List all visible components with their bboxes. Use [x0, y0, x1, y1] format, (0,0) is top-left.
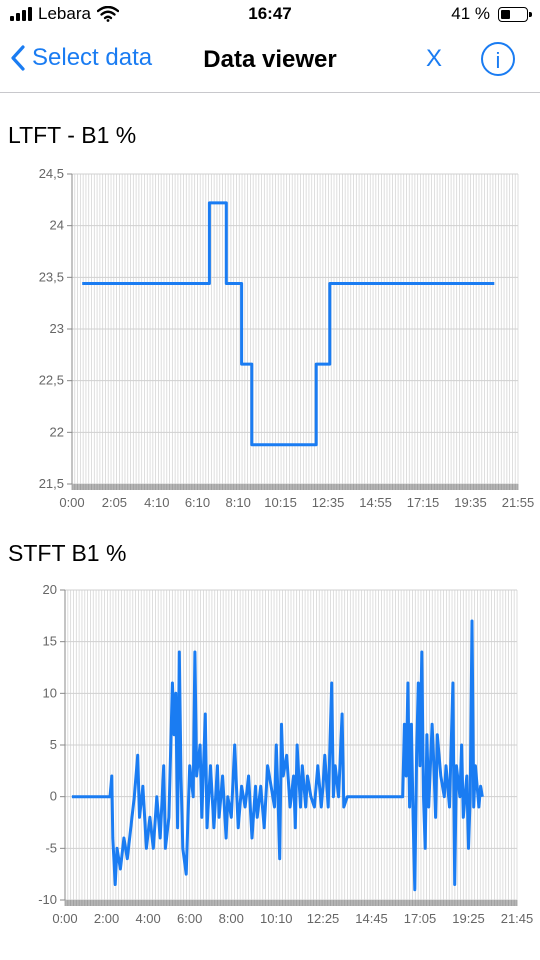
back-button[interactable]: Select data [10, 44, 152, 72]
x-tick-label: 0:00 [59, 495, 84, 510]
info-icon: i [495, 48, 501, 73]
status-time: 16:47 [248, 4, 292, 23]
x-tick-label: 14:45 [355, 911, 388, 926]
status-bar: Lebara 16:47 41 % [0, 0, 540, 30]
status-left: Lebara [10, 4, 119, 24]
signal-icon [10, 7, 32, 21]
x-tick-label: 17:05 [404, 911, 437, 926]
x-tick-label: 12:25 [307, 911, 340, 926]
y-tick-label: 23,5 [39, 269, 64, 284]
close-button[interactable]: X [426, 45, 443, 72]
y-tick-label: 5 [50, 737, 57, 752]
y-tick-label: 15 [43, 634, 57, 649]
x-tick-label: 4:00 [135, 911, 160, 926]
back-button-label: Select data [32, 44, 153, 71]
y-tick-label: 22 [50, 424, 64, 439]
y-tick-label: 10 [43, 685, 57, 700]
x-tick-label: 14:55 [359, 495, 392, 510]
chevron-left-icon [11, 45, 25, 71]
y-tick-label: 20 [43, 582, 57, 597]
x-tick-label: 10:10 [260, 911, 293, 926]
ltft-chart[interactable]: 21,5 22 22,5 23 23,5 24 24,5 0:00 2:05 4:10 6:10 8:… [0, 160, 540, 522]
x-tick-label: 2:00 [94, 911, 119, 926]
x-tick-label: 10:15 [264, 495, 297, 510]
y-tick-label: 23 [50, 321, 64, 336]
x-tick-label: 17:15 [407, 495, 440, 510]
x-tick-label: 21:55 [502, 495, 535, 510]
x-tick-label: 6:00 [177, 911, 202, 926]
y-tick-label: 24,5 [39, 166, 64, 181]
x-tick-label: 8:00 [219, 911, 244, 926]
battery-icon [498, 6, 532, 22]
series-line [71, 619, 484, 892]
x-tick-label: 19:35 [454, 495, 487, 510]
info-button[interactable]: i [481, 42, 515, 76]
y-tick-label: 22,5 [39, 373, 64, 388]
x-tick-label: 6:10 [185, 495, 210, 510]
x-tick-label: 12:35 [312, 495, 345, 510]
y-tick-label: 21,5 [39, 476, 64, 491]
y-tick-label: 24 [50, 218, 64, 233]
navigation-bar: Select data Data viewer X i [0, 30, 540, 93]
x-tick-label: 4:10 [144, 495, 169, 510]
x-tick-label: 21:45 [501, 911, 534, 926]
chart-title-stft: STFT B1 % [8, 540, 127, 566]
y-tick-label: -10 [38, 892, 57, 907]
status-right: 41 % [451, 4, 532, 24]
x-tick-label: 8:10 [226, 495, 251, 510]
y-tick-label: -5 [45, 840, 57, 855]
battery-percent: 41 % [451, 4, 490, 23]
series-line [82, 201, 495, 447]
wifi-icon [96, 6, 119, 22]
x-tick-label: 2:05 [102, 495, 127, 510]
chart-title-ltft: LTFT - B1 % [8, 122, 137, 148]
x-tick-label: 0:00 [52, 911, 77, 926]
y-tick-label: 0 [50, 789, 57, 804]
stft-chart[interactable]: -10 -5 0 5 10 15 20 0:00 2:00 4:00 6:00 8:00 10:10 12… [0, 578, 540, 936]
x-tick-label: 19:25 [452, 911, 485, 926]
carrier-name: Lebara [38, 4, 91, 23]
